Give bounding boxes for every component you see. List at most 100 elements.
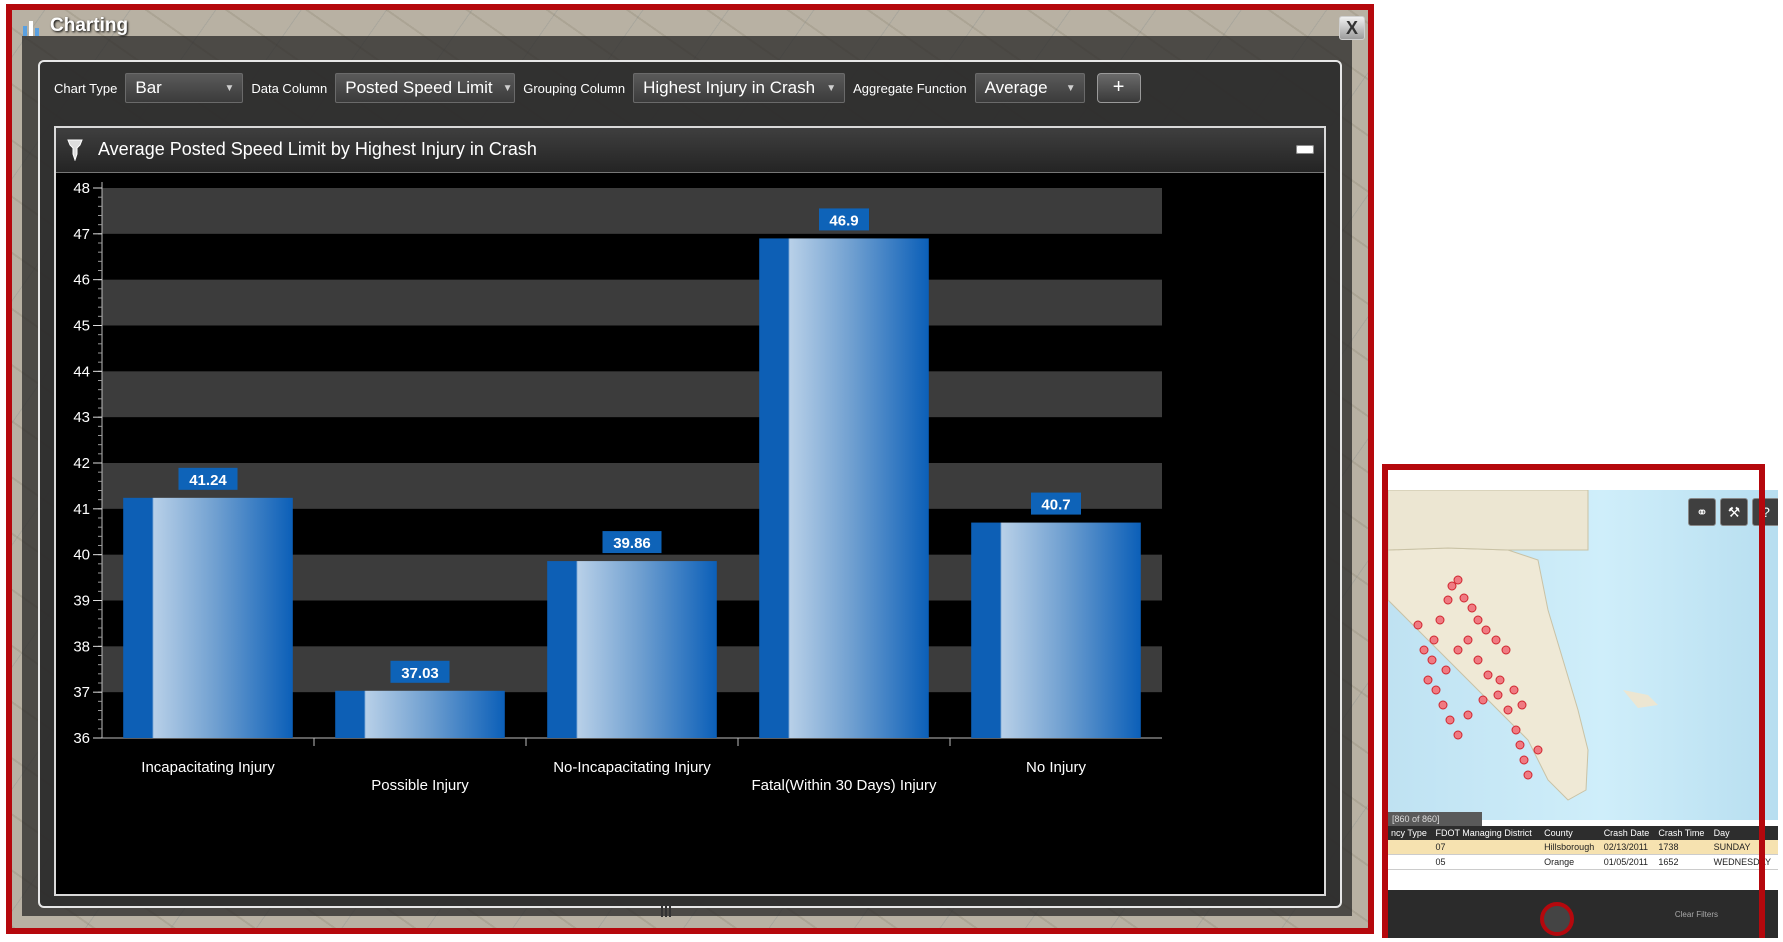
tools-button[interactable]: ⚒	[1720, 498, 1748, 526]
table-row[interactable]: 07 Hillsborough 02/13/2011 1738 SUNDAY	[1388, 840, 1778, 855]
clear-filters-link[interactable]: Clear Filters	[1674, 910, 1718, 919]
crash-marker[interactable]	[1453, 730, 1463, 740]
crash-marker[interactable]	[1495, 675, 1505, 685]
crash-marker[interactable]	[1463, 710, 1473, 720]
crash-marker[interactable]	[1429, 635, 1439, 645]
data-column-value: Posted Speed Limit	[345, 78, 493, 97]
crash-marker[interactable]	[1481, 625, 1491, 635]
x-tick-label: Fatal(Within 30 Days) Injury	[751, 777, 937, 794]
chart-toolbar: Chart Type Bar ▼ Data Column Posted Spee…	[40, 72, 1340, 104]
crash-marker[interactable]	[1438, 700, 1448, 710]
bar	[971, 522, 1141, 738]
chart-toggle-icon[interactable]	[1540, 902, 1574, 936]
crash-marker[interactable]	[1427, 655, 1437, 665]
crash-marker[interactable]	[1423, 675, 1433, 685]
bar-chart: 36 37 38 39 40 41 42 43 44 45 46 47 48 41.24 37.03 39.…	[73, 180, 1162, 794]
pin-icon[interactable]	[64, 137, 86, 161]
chart-type-label: Chart Type	[54, 80, 118, 96]
y-tick-label: 36	[73, 730, 90, 747]
y-tick-label: 48	[73, 180, 90, 197]
preview-footer: Clear Filters	[1388, 890, 1778, 938]
crash-marker[interactable]	[1473, 615, 1483, 625]
map-preview[interactable]	[1387, 489, 1778, 820]
column-header[interactable]: ncy Type	[1388, 826, 1433, 840]
crash-marker[interactable]	[1501, 645, 1511, 655]
bars	[123, 238, 1141, 738]
crash-marker[interactable]	[1467, 603, 1477, 613]
x-tick-label: No Injury	[1026, 759, 1087, 776]
crash-marker[interactable]	[1441, 665, 1451, 675]
crash-marker[interactable]	[1459, 593, 1469, 603]
aggregate-function-label: Aggregate Function	[853, 80, 967, 96]
crash-markers	[1413, 575, 1543, 780]
grouping-column-select[interactable]: Highest Injury in Crash ▼	[633, 73, 846, 103]
crash-marker[interactable]	[1523, 770, 1533, 780]
column-header[interactable]: Crash Time	[1655, 826, 1711, 840]
chart-header: Average Posted Speed Limit by Highest In…	[56, 128, 1324, 173]
column-header[interactable]: FDOT Managing District	[1432, 826, 1542, 840]
crash-marker[interactable]	[1419, 645, 1429, 655]
crash-marker[interactable]	[1453, 575, 1463, 585]
crash-marker[interactable]	[1478, 695, 1488, 705]
data-column-select[interactable]: Posted Speed Limit ▼	[335, 73, 516, 103]
results-tab[interactable]: [860 of 860]	[1388, 812, 1482, 826]
data-label: 40.7	[1041, 497, 1070, 514]
data-label-bg	[390, 660, 450, 683]
crash-marker[interactable]	[1445, 715, 1455, 725]
column-header[interactable]: County	[1541, 826, 1601, 840]
crash-marker[interactable]	[1509, 685, 1519, 695]
table-row[interactable]: 05 Orange 01/05/2011 1652 WEDNESDAY	[1388, 854, 1778, 870]
aggregate-function-select[interactable]: Average ▼	[974, 73, 1085, 103]
crash-marker[interactable]	[1511, 725, 1521, 735]
table-cell	[1388, 840, 1433, 855]
crash-marker[interactable]	[1517, 700, 1527, 710]
x-tick-label: No-Incapacitating Injury	[553, 759, 711, 776]
crash-marker[interactable]	[1515, 740, 1525, 750]
data-label-bg	[1031, 492, 1081, 515]
chart-panel: Average Posted Speed Limit by Highest In…	[54, 126, 1326, 896]
crash-marker[interactable]	[1491, 635, 1501, 645]
crash-marker[interactable]	[1493, 690, 1503, 700]
help-button[interactable]: ?	[1752, 498, 1778, 526]
data-label: 39.86	[613, 535, 651, 552]
resize-grip-icon[interactable]	[660, 904, 672, 918]
y-tick-label: 41	[73, 501, 90, 518]
add-chart-button[interactable]: +	[1096, 73, 1141, 103]
data-label-bg	[819, 208, 869, 231]
y-tick-label: 42	[73, 455, 90, 472]
crash-marker[interactable]	[1431, 685, 1441, 695]
grid-band	[102, 188, 1162, 234]
minimize-button[interactable]	[1296, 145, 1314, 154]
titlebar[interactable]: Charting X	[12, 10, 1368, 40]
data-column-label: Data Column	[251, 80, 328, 96]
crash-marker[interactable]	[1413, 620, 1423, 630]
crash-marker[interactable]	[1435, 615, 1445, 625]
data-label: 41.24	[189, 472, 227, 489]
crash-marker[interactable]	[1463, 635, 1473, 645]
crash-marker[interactable]	[1503, 705, 1513, 715]
chart-type-select[interactable]: Bar ▼	[125, 73, 244, 103]
crash-marker[interactable]	[1453, 645, 1463, 655]
data-label: 46.9	[829, 212, 858, 229]
crash-marker[interactable]	[1483, 670, 1493, 680]
link-tool-button[interactable]: ⚭	[1688, 498, 1716, 526]
crash-marker[interactable]	[1519, 755, 1529, 765]
grouping-column-value: Highest Injury in Crash	[643, 78, 816, 97]
y-tick-label: 43	[73, 409, 90, 426]
chevron-down-icon: ▼	[502, 82, 513, 94]
y-tick-label: 37	[73, 684, 90, 701]
table-cell: 01/05/2011	[1600, 854, 1656, 870]
close-button[interactable]: X	[1339, 16, 1365, 40]
chevron-down-icon: ▼	[826, 82, 837, 94]
crash-marker[interactable]	[1473, 655, 1483, 665]
florida-map-graphic	[1387, 489, 1658, 801]
bar-chart-icon	[23, 21, 39, 36]
crash-marker[interactable]	[1443, 595, 1453, 605]
chevron-down-icon: ▼	[1065, 82, 1076, 94]
plus-icon: +	[1112, 76, 1125, 98]
table-cell: 05	[1432, 854, 1542, 870]
crash-marker[interactable]	[1447, 581, 1457, 591]
column-header[interactable]: Crash Date	[1600, 826, 1656, 840]
table-cell: 1738	[1655, 840, 1711, 855]
crash-marker[interactable]	[1533, 745, 1543, 755]
